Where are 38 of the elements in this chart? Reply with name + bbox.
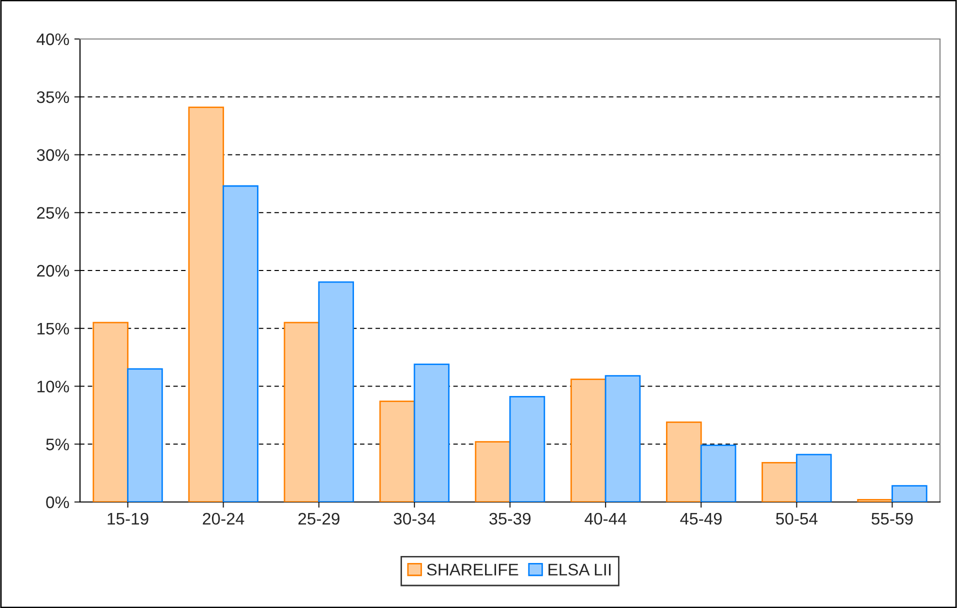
x-tick-label: 50-54 — [776, 512, 818, 525]
bar — [604, 375, 641, 502]
y-tick-label: 15% — [37, 322, 69, 335]
y-tick-label: 10% — [37, 380, 69, 392]
legend-label: SHARELIFE — [427, 564, 518, 576]
bar — [796, 454, 832, 502]
bar — [892, 485, 928, 502]
bar — [188, 106, 224, 502]
bar — [570, 378, 606, 502]
bar — [857, 498, 893, 502]
x-tick-label: 15-19 — [108, 512, 148, 525]
bar — [127, 368, 163, 502]
x-tick-label: 35-39 — [489, 512, 531, 525]
bar — [92, 322, 128, 502]
y-tick-label: 35% — [36, 91, 69, 104]
x-tick-label: 20-24 — [202, 512, 244, 525]
bar — [666, 421, 702, 502]
y-tick-label: 40% — [36, 33, 69, 46]
bar — [762, 462, 798, 502]
x-tick-label: 25-29 — [298, 512, 340, 525]
bar — [222, 185, 258, 502]
bar — [474, 441, 511, 502]
bar — [509, 396, 546, 502]
bar — [700, 444, 736, 502]
x-tick-label: 45-49 — [680, 512, 722, 525]
y-tick-label: 20% — [37, 264, 69, 277]
y-tick-label: 25% — [37, 207, 69, 219]
y-tick-label: 5% — [46, 438, 69, 450]
x-tick-label: 40-44 — [584, 512, 626, 525]
x-tick-label: 30-34 — [394, 512, 436, 525]
bar — [318, 281, 354, 502]
y-tick-label: 0% — [46, 496, 69, 508]
bar — [379, 400, 416, 502]
x-tick-label: 55-59 — [872, 512, 913, 525]
y-tick-label: 30% — [36, 149, 69, 161]
bar — [284, 322, 320, 502]
legend-label: ELSA LII — [548, 564, 611, 576]
bar — [414, 364, 450, 502]
